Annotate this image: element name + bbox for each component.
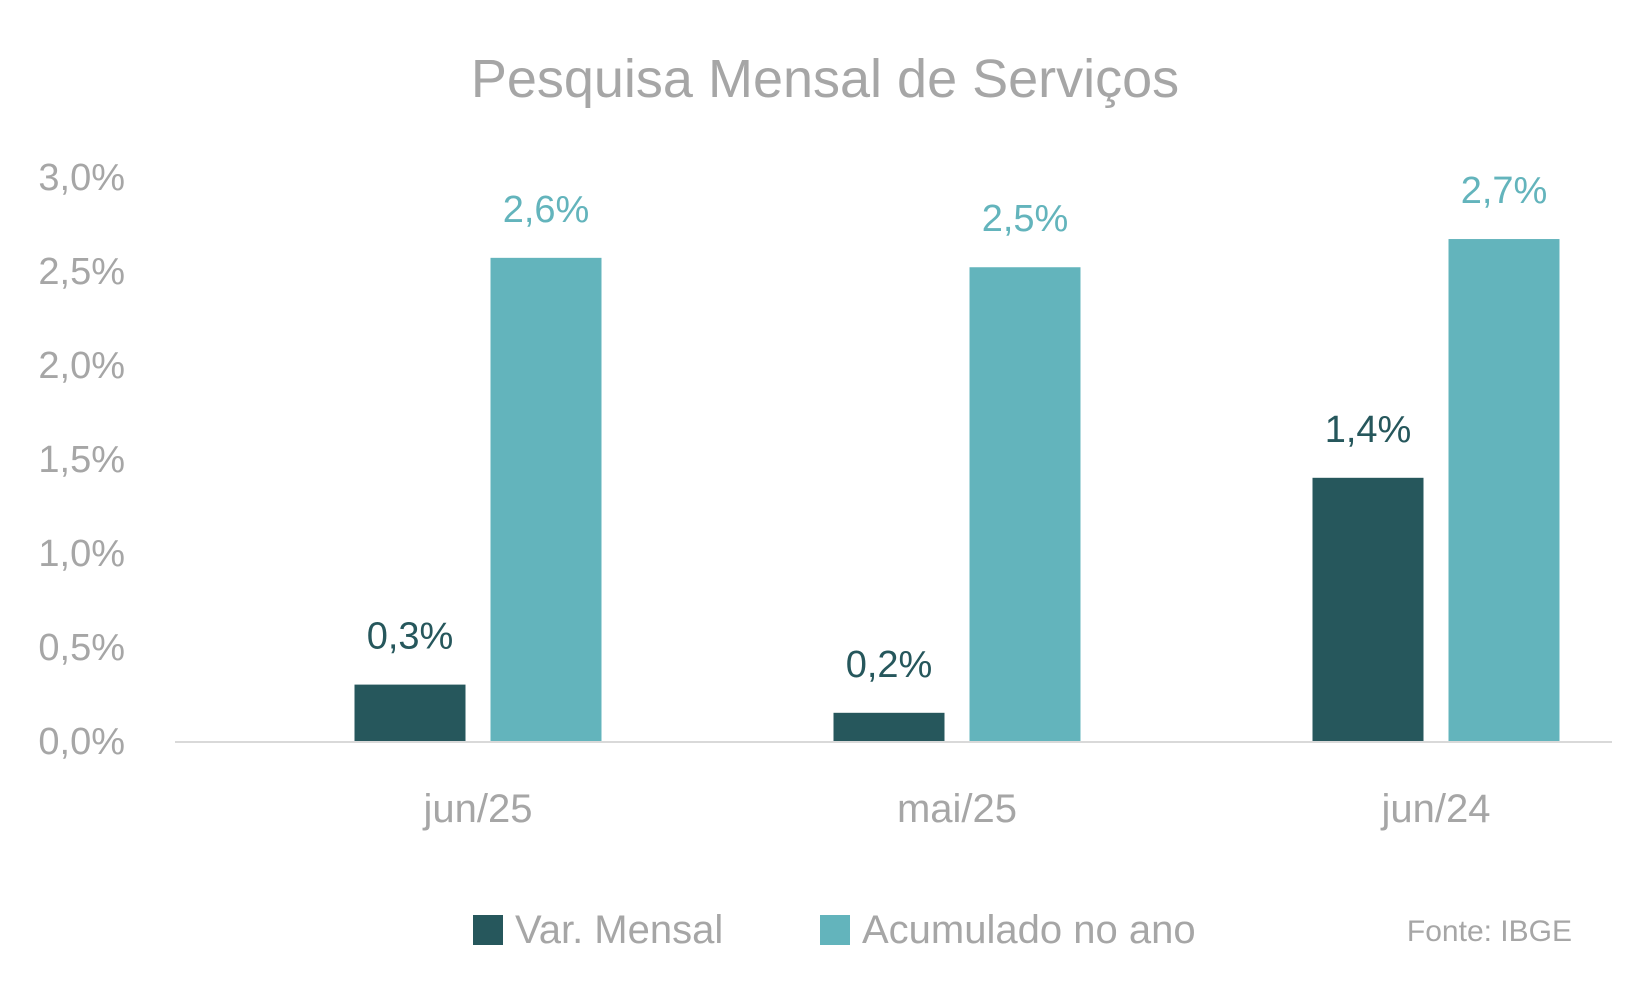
source-note: Fonte: IBGE: [1407, 915, 1572, 948]
data-label: 2,6%: [503, 189, 590, 231]
legend: Var. Mensal Acumulado no ano: [473, 908, 1196, 952]
y-tick-label: 0,5%: [38, 627, 125, 669]
bar-acumulado-0: [490, 257, 602, 741]
y-tick-label: 1,0%: [38, 533, 125, 575]
data-label: 1,4%: [1325, 409, 1412, 451]
bar-acumulado-1: [969, 267, 1081, 741]
y-tick-label: 3,0%: [38, 157, 125, 199]
legend-label: Var. Mensal: [515, 908, 723, 952]
y-axis-ticks: 0,0% 0,5% 1,0% 1,5% 2,0% 2,5% 3,0%: [38, 157, 125, 763]
legend-label: Acumulado no ano: [862, 908, 1196, 952]
y-tick-label: 1,5%: [38, 439, 125, 481]
bars-group: [354, 239, 1560, 742]
legend-swatch: [473, 915, 503, 945]
x-category-label: jun/25: [423, 787, 533, 831]
data-labels-group: 0,3% 0,2% 1,4% 2,6% 2,5% 2,7%: [367, 170, 1548, 686]
x-axis-categories: jun/25 mai/25 jun/24: [423, 787, 1491, 831]
data-label: 0,3%: [367, 616, 454, 658]
y-tick-label: 2,0%: [38, 345, 125, 387]
chart-title: Pesquisa Mensal de Serviços: [471, 49, 1179, 109]
x-category-label: jun/24: [1381, 787, 1491, 831]
legend-swatch: [820, 915, 850, 945]
bar-acumulado-2: [1448, 239, 1560, 742]
data-label: 2,7%: [1461, 170, 1548, 212]
data-label: 2,5%: [982, 198, 1069, 240]
y-tick-label: 2,5%: [38, 251, 125, 293]
bar-var-mensal-2: [1312, 477, 1424, 741]
data-label: 0,2%: [846, 644, 933, 686]
y-tick-label: 0,0%: [38, 721, 125, 763]
bar-var-mensal-1: [833, 712, 945, 741]
x-category-label: mai/25: [897, 787, 1017, 831]
bar-var-mensal-0: [354, 684, 466, 741]
